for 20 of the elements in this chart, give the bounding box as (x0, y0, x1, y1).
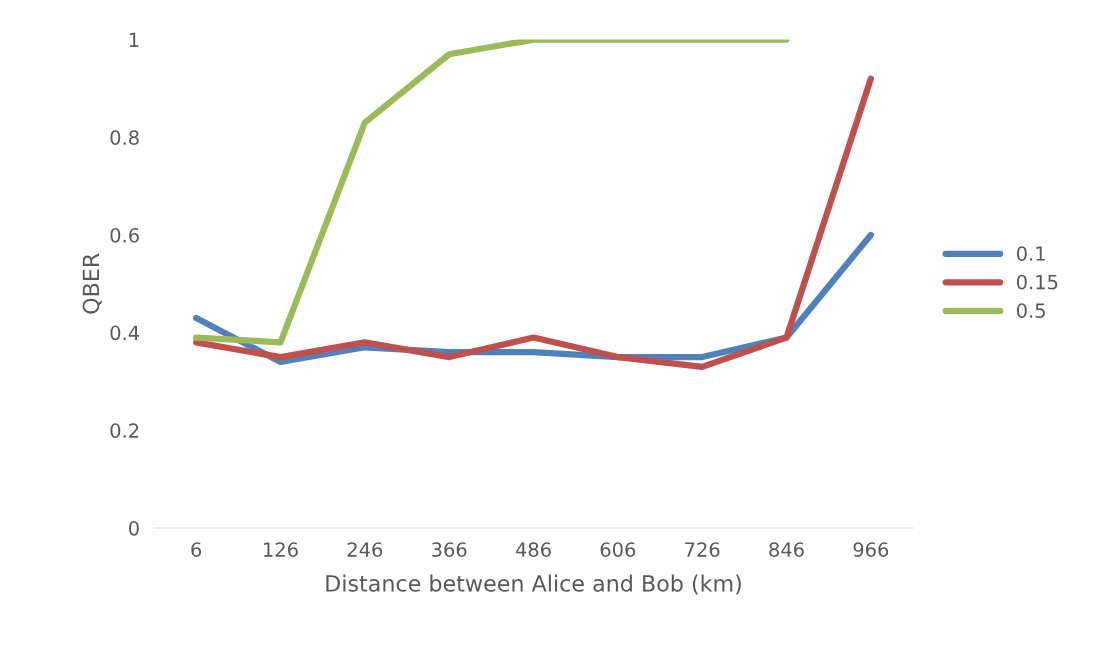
x-tick-label: 846 (769, 542, 804, 557)
legend-label: 0.1 (1016, 246, 1045, 261)
x-tick-label: 486 (515, 542, 551, 557)
y-axis-title: QBER (82, 253, 102, 314)
x-tick-label: 126 (264, 542, 298, 557)
x-tick-label: 246 (347, 542, 383, 557)
y-tick-label: 0.2 (110, 423, 139, 438)
x-tick-label: 366 (432, 542, 467, 557)
x-tick-label: 726 (685, 542, 720, 557)
legend-label: 0.15 (1016, 274, 1058, 290)
x-tick-label: 966 (853, 542, 889, 557)
y-tick-label: 0.6 (110, 227, 139, 243)
y-tick-label: 1 (129, 32, 139, 47)
x-axis-title: Distance between Alice and Bob (km) (326, 574, 741, 595)
x-tick-label: 606 (600, 542, 636, 557)
y-tick-label: 0.4 (110, 325, 140, 341)
y-tick-label: 0 (129, 520, 139, 536)
x-tick-label: 6 (191, 542, 202, 557)
legend-label: 0.5 (1016, 303, 1045, 318)
y-tick-label: 0.8 (110, 130, 139, 145)
